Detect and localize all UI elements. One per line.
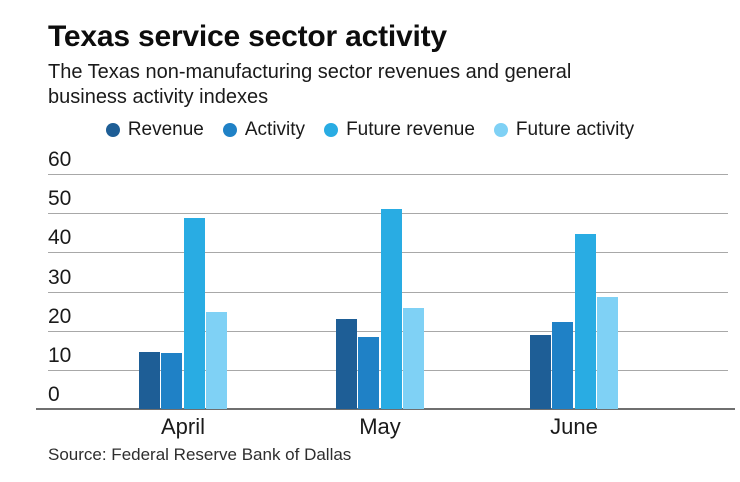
- y-tick-label-50: 50: [48, 187, 72, 211]
- chart-subtitle-line2: business activity indexes: [48, 86, 269, 108]
- legend-item-future-revenue: Future revenue: [324, 119, 475, 141]
- legend-item-revenue: Revenue: [105, 119, 204, 141]
- legend-label-future-activity: Future activity: [515, 119, 635, 140]
- bar-may-future-revenue: [380, 208, 402, 409]
- legend-dot-future-activity-icon: [493, 123, 508, 137]
- chart-subtitle: The Texas non-manufacturing sector reven…: [48, 60, 571, 110]
- y-tick-label-20: 20: [48, 304, 72, 328]
- bar-june-future-revenue: [574, 234, 596, 409]
- x-tick-label-april: April: [160, 414, 205, 439]
- source-attribution: Source: Federal Reserve Bank of Dallas: [48, 445, 352, 464]
- chart-subtitle-line1: The Texas non-manufacturing sector reven…: [48, 61, 572, 83]
- y-tick-label-0: 0: [48, 383, 60, 406]
- bar-april-revenue: [138, 351, 160, 409]
- bar-june-activity: [552, 321, 574, 409]
- y-tick-label-40: 40: [48, 226, 72, 250]
- x-tick-label-may: May: [359, 414, 401, 439]
- legend-dot-revenue-icon: [105, 123, 120, 137]
- bar-june-revenue: [529, 334, 551, 409]
- bar-april-future-revenue: [183, 218, 205, 409]
- legend-item-activity: Activity: [222, 119, 306, 141]
- bar-may-future-activity: [403, 307, 425, 409]
- x-axis-line: [36, 408, 735, 410]
- y-tick-label-10: 10: [48, 343, 72, 367]
- bar-april-future-activity: [206, 312, 228, 409]
- y-tick-label-60: 60: [48, 148, 72, 171]
- bar-may-activity: [358, 336, 380, 409]
- chart-legend: Revenue Activity Future revenue Future acti…: [0, 118, 740, 142]
- legend-label-revenue: Revenue: [127, 119, 204, 140]
- legend-dot-activity-icon: [222, 123, 237, 137]
- y-tick-label-30: 30: [48, 265, 72, 289]
- chart-title: Texas service sector activity: [48, 20, 447, 53]
- legend-label-activity: Activity: [244, 119, 306, 140]
- bar-june-future-activity: [597, 297, 619, 409]
- bar-may-revenue: [335, 319, 357, 409]
- legend-item-future-activity: Future activity: [493, 119, 635, 141]
- gridline-60: [48, 174, 728, 175]
- bar-april-activity: [161, 352, 183, 409]
- legend-dot-future-revenue-icon: [324, 123, 339, 137]
- x-tick-label-june: June: [550, 414, 598, 439]
- legend-label-future-revenue: Future revenue: [346, 119, 475, 140]
